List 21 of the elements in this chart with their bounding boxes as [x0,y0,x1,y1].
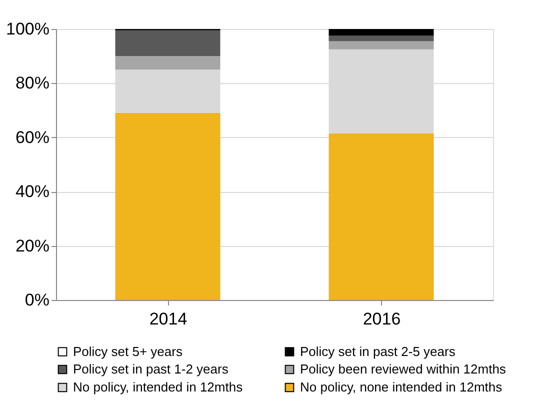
bar [328,29,434,36]
bar [115,30,220,56]
y-tick-label: 40% [15,182,50,202]
bar [115,56,220,70]
legend-label: No policy, none intended in 12mths [300,380,503,394]
y-tick-label: 100% [6,20,50,38]
y-tick-label: 0% [24,290,50,310]
legend-label: Policy set in past 1-2 years [73,362,229,376]
bar [328,36,434,42]
y-tick-label: 80% [15,74,50,93]
y-tick-label: 60% [15,128,50,147]
bar [115,113,220,300]
legend-label: Policy been reviewed within 12mths [300,362,506,376]
legend-label: No policy, intended in 12mths [73,380,244,394]
legend-label: Policy set in past 2-5 years [300,344,456,359]
x-tick-label: 2016 [362,310,401,328]
bar [328,41,434,50]
bar [328,133,434,300]
x-tick-label: 2014 [149,310,188,328]
y-tick-label: 20% [15,236,50,256]
legend-label: Policy set 5+ years [73,344,183,359]
